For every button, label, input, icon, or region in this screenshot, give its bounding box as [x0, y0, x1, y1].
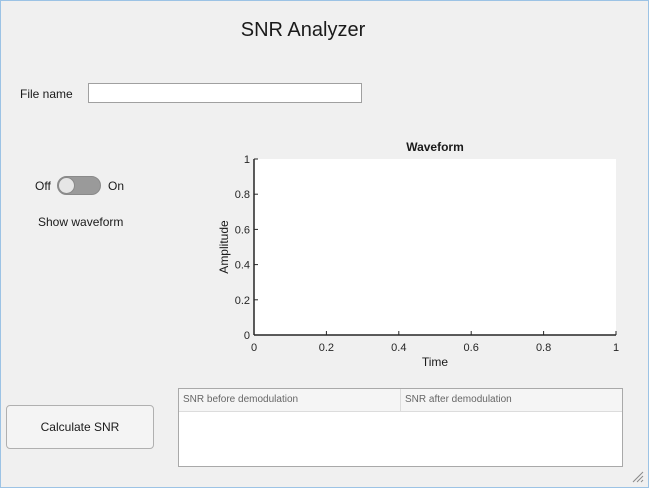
x-tick-label: 1	[613, 342, 619, 354]
y-tick-label: 0.6	[235, 224, 250, 236]
y-axis-label: Amplitude	[217, 220, 231, 274]
plot-area	[254, 159, 616, 335]
chart-title: Waveform	[406, 140, 464, 154]
x-axis-label: Time	[422, 355, 449, 369]
y-tick-label: 0.8	[235, 189, 250, 201]
results-table: SNR before demodulation SNR after demodu…	[178, 388, 623, 467]
app-title: SNR Analyzer	[240, 19, 366, 41]
y-tick-label: 0.2	[235, 295, 250, 307]
calculate-snr-button[interactable]: Calculate SNR	[6, 405, 154, 449]
column-header-snr-after[interactable]: SNR after demodulation	[405, 394, 512, 405]
y-tick-label: 0	[244, 330, 250, 342]
table-header: SNR before demodulation SNR after demodu…	[179, 389, 622, 412]
show-waveform-switch[interactable]	[57, 176, 101, 195]
y-tick-label: 0.4	[235, 260, 250, 272]
x-tick-label: 0.4	[391, 342, 406, 354]
x-tick-label: 0.2	[319, 342, 334, 354]
show-waveform-label: Show waveform	[38, 215, 124, 229]
toggle-on-label: On	[108, 179, 125, 193]
x-tick-label: 0.8	[536, 342, 551, 354]
x-tick-label: 0	[251, 342, 257, 354]
waveform-chart: Waveform 0 0.2 0.4 0.6 0.8 1 0 0.2 0.4 0.6 0.8 1 Ti…	[217, 140, 619, 369]
column-header-snr-before[interactable]: SNR before demodulation	[179, 389, 401, 411]
file-name-label: File name	[20, 87, 73, 101]
x-tick-label: 0.6	[464, 342, 479, 354]
switch-knob[interactable]	[58, 177, 75, 194]
toggle-off-label: Off	[35, 179, 51, 193]
y-tick-label: 1	[244, 154, 250, 166]
file-name-field[interactable]	[88, 83, 362, 103]
resize-grip-icon[interactable]	[632, 471, 644, 483]
